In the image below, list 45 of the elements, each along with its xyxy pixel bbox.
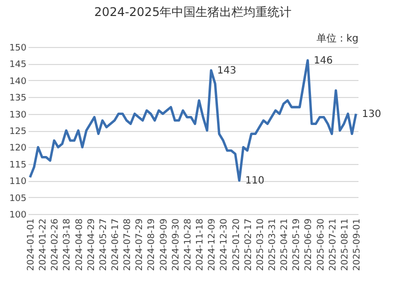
x-tick-label: 2025-06-09 (304, 218, 314, 271)
x-tick-label: 2024-10-28 (183, 218, 194, 271)
x-tick-label: 2024-04-08 (74, 218, 85, 271)
x-tick-label: 2024-11-18 (196, 218, 206, 271)
y-axis-title: 单位：kg (316, 32, 358, 44)
data-label: 130 (362, 108, 382, 120)
y-tick-label: 100 (9, 210, 27, 220)
x-tick-label: 2024-09-30 (171, 218, 182, 271)
x-tick-label: 2024-04-29 (86, 218, 97, 271)
x-tick-label: 2024-08-19 (147, 218, 158, 271)
y-tick-label: 145 (9, 60, 26, 70)
y-tick-label: 150 (9, 44, 27, 54)
x-tick-label: 2024-07-08 (123, 218, 134, 271)
x-tick-label: 2025-02-17 (244, 218, 254, 271)
x-tick-label: 2024-12-30 (220, 218, 230, 271)
x-tick-label: 2025-05-19 (292, 218, 302, 271)
x-tick-label: 2024-07-29 (135, 218, 146, 271)
x-tick-label: 2024-05-27 (98, 218, 109, 271)
y-tick-label: 105 (9, 194, 26, 204)
x-tick-label: 2024-01-01 (26, 218, 37, 271)
x-tick-label: 2024-09-09 (159, 218, 170, 271)
x-tick-label: 2025-09-01 (352, 218, 362, 271)
x-tick-label: 2024-03-18 (62, 218, 73, 271)
x-tick-label: 2025-03-31 (268, 218, 278, 271)
data-label: 143 (217, 65, 236, 76)
x-tick-label: 2025-04-21 (280, 218, 290, 271)
x-tick-label: 2025-07-21 (328, 218, 338, 271)
x-tick-label: 2024-06-17 (111, 218, 122, 271)
x-tick-label: 2024-02-26 (50, 218, 61, 271)
x-tick-label: 2025-06-30 (316, 218, 326, 271)
x-tick-label: 2025-08-11 (340, 218, 350, 271)
x-tick-label: 2025-03-10 (256, 218, 266, 271)
x-tick-label: 2024-01-22 (38, 218, 49, 271)
x-tick-label: 2025-01-20 (232, 218, 242, 271)
y-tick-label: 135 (9, 94, 26, 104)
y-tick-label: 140 (9, 76, 27, 87)
x-tick-label: 2024-12-09 (208, 218, 218, 271)
y-tick-label: 130 (9, 110, 27, 120)
y-tick-label: 115 (9, 160, 26, 170)
y-tick-label: 120 (9, 144, 27, 154)
y-tick-label: 125 (9, 127, 26, 137)
data-label: 146 (314, 55, 333, 66)
chart-title: 2024-2025年中国生猪出栏均重统计 (94, 5, 292, 19)
data-label: 110 (245, 176, 264, 187)
y-tick-label: 110 (9, 177, 27, 188)
